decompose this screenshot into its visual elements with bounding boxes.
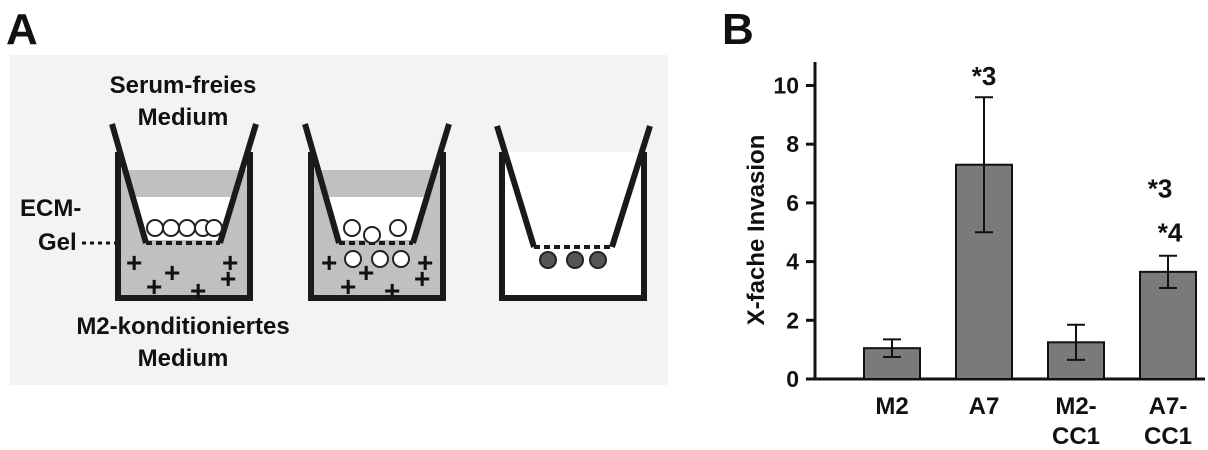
bar [1139,270,1197,381]
well-1-insert [109,123,259,244]
cell [162,219,180,237]
significance-label: *3 [972,61,997,91]
x-tick-label: M2- [1055,393,1096,420]
cell [343,219,361,237]
cell [178,219,196,237]
plus-sign: + [190,275,206,306]
cell [205,219,223,237]
bottom-medium-label-line1: M2-konditioniertes [76,313,289,340]
plus-sign: + [358,257,374,288]
cell [392,250,410,268]
plus-sign: + [414,263,430,294]
well-1-chemoattractant: + + + + + + [126,247,238,306]
well-3-invaded-cells [539,251,607,269]
well-3-outline [499,152,647,301]
cell [371,250,389,268]
well-1-cells [146,219,223,237]
y-tick-label: 8 [786,131,799,157]
invaded-cell [566,251,584,269]
well-2-cells [343,219,410,268]
ecm-gel-label-line1: ECM- [20,195,81,222]
plus-sign: + [384,275,400,306]
x-tick-label-line2: CC1 [1144,423,1192,450]
panel-b-letter: B [722,5,754,54]
well-2-outline [308,152,446,301]
plus-sign: + [220,263,236,294]
x-tick-label: M2 [875,393,908,420]
y-tick-label: 4 [786,249,799,275]
well-2-insert [302,123,452,244]
plus-sign: + [417,247,433,278]
y-tick-label: 2 [786,307,799,333]
x-tick-label-line2: CC1 [1052,423,1100,450]
y-tick-label: 0 [786,366,799,392]
transwell-3 [494,125,653,301]
significance-label: *3 [1148,174,1173,204]
y-axis-label: X-fache Invasion [743,135,770,326]
transwell-1: + + + + + + [109,123,259,306]
invasion-bar-chart: X-fache Invasion 0 2 4 6 8 10 M2 A7 M2- CC1 A7- CC1… [743,61,1205,450]
cell [146,219,164,237]
chart-marks: 0 2 4 6 8 10 M2 A7 M2- CC1 A7- CC1 *3 *3 *4 [773,61,1205,450]
invaded-cell [589,251,607,269]
bar [955,163,1013,380]
cell [363,226,381,244]
bottom-medium-label-line2: Medium [138,345,229,372]
plus-sign: + [321,247,337,278]
y-tick-label: 6 [786,190,799,216]
y-tick-label: 10 [773,72,799,98]
well-1-outline [115,152,253,301]
plus-sign: + [222,247,238,278]
ecm-gel-label-line2: Gel [38,229,77,256]
top-medium-label-line1: Serum-freies [110,72,257,99]
panel-a-letter: A [6,5,38,54]
top-medium-label-line2: Medium [138,104,229,131]
x-tick-label: A7- [1149,393,1188,420]
well-2-chemoattractant: + + + + + + [321,247,433,306]
significance-label: *4 [1158,218,1183,248]
x-tick-label: A7 [969,393,1000,420]
plus-sign: + [340,271,356,302]
cell [389,219,407,237]
transwell-2: + + + + + + [302,123,452,306]
plus-sign: + [164,257,180,288]
cell [344,250,362,268]
plus-sign: + [146,271,162,302]
invaded-cell [539,251,557,269]
well-3-interior [502,152,644,298]
well-3-insert [494,125,653,248]
plus-sign: + [126,247,142,278]
